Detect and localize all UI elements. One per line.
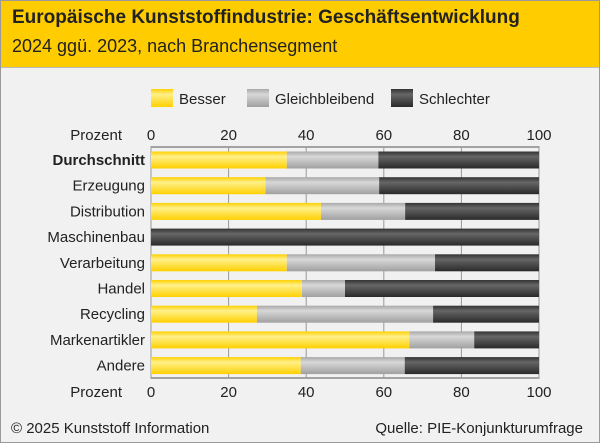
bar-gleichbleibend-erzeugung	[265, 177, 380, 195]
bar-besser-markenartikler	[151, 331, 410, 349]
category-label: Markenartikler	[50, 332, 145, 349]
bar-schlechter-erzeugung	[379, 177, 539, 195]
bar-schlechter-andere	[404, 357, 539, 375]
bar-schlechter-handel	[345, 280, 539, 297]
copyright-note: © 2025 Kunststoff Information	[11, 420, 210, 437]
bar-gleichbleibend-verarbeitung	[286, 254, 436, 272]
x-tick-label-bottom: 0	[147, 384, 155, 401]
bar-gleichbleibend-andere	[300, 357, 405, 375]
x-tick-label-top: 40	[298, 127, 315, 144]
source-note: Quelle: PIE-Konjunkturumfrage	[375, 420, 583, 437]
bar-gleichbleibend-handel	[301, 280, 345, 297]
x-tick-label-top: 60	[375, 127, 392, 144]
legend-swatch-2	[391, 89, 413, 107]
legend-swatch-0	[151, 89, 173, 107]
category-label: Durchschnitt	[52, 152, 145, 169]
x-tick-label-bottom: 20	[220, 384, 237, 401]
x-tick-label-top: 80	[453, 127, 470, 144]
category-label: Andere	[97, 358, 145, 375]
legend-label: Schlechter	[419, 91, 490, 108]
category-label: Recycling	[80, 306, 145, 323]
x-tick-label-top: 0	[147, 127, 155, 144]
category-label: Maschinenbau	[47, 229, 145, 246]
bar-gleichbleibend-durchschnitt	[286, 151, 379, 169]
category-label: Handel	[97, 281, 145, 298]
bar-besser-durchschnitt	[151, 151, 287, 169]
bar-besser-recycling	[151, 305, 257, 323]
chart-title: Europäische Kunststoffindustrie: Geschäf…	[12, 7, 520, 28]
category-label: Erzeugung	[72, 178, 145, 195]
x-tick-label-bottom: 100	[526, 384, 551, 401]
bar-besser-verarbeitung	[151, 254, 287, 272]
bar-gleichbleibend-recycling	[256, 305, 434, 323]
x-axis-label-bottom: Prozent	[70, 384, 123, 401]
bar-schlechter-distribution	[405, 202, 539, 220]
x-axis-label-top: Prozent	[70, 127, 123, 144]
bar-schlechter-verarbeitung	[435, 254, 539, 272]
header-banner: Europäische Kunststoffindustrie: Geschäf…	[1, 1, 599, 67]
bar-gleichbleibend-markenartikler	[409, 331, 475, 349]
bar-schlechter-recycling	[433, 305, 539, 323]
chart-subtitle: 2024 ggü. 2023, nach Branchensegment	[12, 36, 338, 56]
x-tick-label-bottom: 60	[375, 384, 392, 401]
x-tick-label-top: 100	[526, 127, 551, 144]
x-tick-label-bottom: 40	[298, 384, 315, 401]
bar-schlechter-markenartikler	[474, 331, 539, 349]
bar-besser-distribution	[151, 202, 321, 220]
category-label: Verarbeitung	[60, 255, 145, 272]
header-divider	[1, 67, 599, 68]
x-tick-label-top: 20	[220, 127, 237, 144]
category-label: Distribution	[70, 203, 145, 220]
bar-schlechter-maschinenbau	[151, 228, 539, 246]
bar-besser-andere	[151, 357, 301, 375]
bar-gleichbleibend-distribution	[320, 202, 406, 220]
legend-swatch-1	[247, 89, 269, 107]
bar-besser-handel	[151, 280, 302, 297]
legend-label: Besser	[179, 91, 226, 108]
x-tick-label-bottom: 80	[453, 384, 470, 401]
bar-schlechter-durchschnitt	[378, 151, 539, 169]
legend-label: Gleichbleibend	[275, 91, 374, 108]
bar-besser-erzeugung	[151, 177, 266, 195]
